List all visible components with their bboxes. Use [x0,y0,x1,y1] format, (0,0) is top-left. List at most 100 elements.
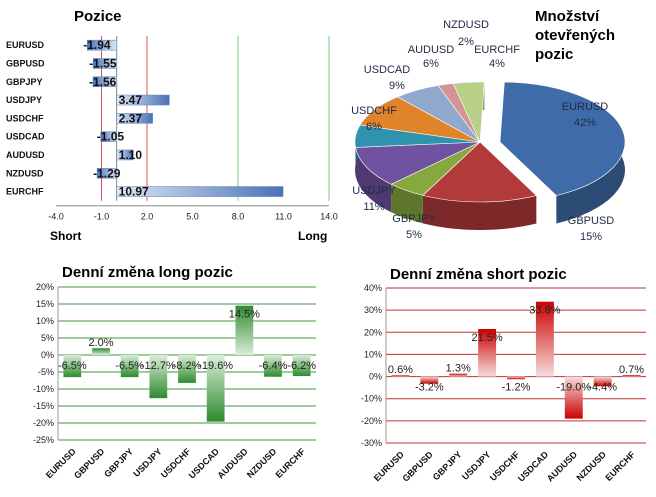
x-tick-label: 11.0 [275,212,292,222]
bar-value-label: 33.8% [529,305,560,317]
bar-gbpjpy [120,355,139,378]
x-tick-label: 5.0 [186,212,199,222]
pie-label-name: USDCAD [364,64,411,76]
bar-gbpusd [92,58,117,69]
category-label: GBPUSD [6,58,45,68]
y-tick-label: 10% [36,316,54,326]
bar-usdcad [535,301,554,377]
pie-label-percent: 9% [389,80,405,92]
bar-usdjpy [116,94,170,106]
y-tick-label: 0% [41,350,54,360]
category-label: NZDUSD [6,168,44,178]
y-tick-label: 40% [364,283,382,293]
y-tick-label: -30% [361,438,382,448]
short-change-title: Denní změna short pozic [390,266,567,283]
x-tick-label: 14.0 [320,212,338,222]
bar-value-label: 2.0% [88,337,113,349]
y-tick-label: 10% [364,349,382,359]
bar-value-label: -4.4% [588,382,617,394]
category-label: AUDUSD [6,150,45,160]
pie-label-name: GBPUSD [568,215,615,227]
pie-label-name: EURCHF [474,44,520,56]
pie-side-gbpusd [422,195,537,230]
x-tick-label: -4.0 [48,212,64,222]
category-label: EURUSD [6,40,45,50]
bar-eurusd [63,355,82,378]
category-label: GBPUSD [400,449,435,484]
bar-value-label: -19.0% [556,382,591,394]
bar-value-label: -1.94 [83,38,111,52]
bar-nzdusd [264,355,282,377]
x-tick-label: -1.0 [94,212,110,222]
category-label: NZDUSD [574,449,608,483]
pie-title-line-2: otevřených [535,27,615,44]
y-tick-label: 20% [364,327,382,337]
bar-value-label: 1.3% [446,363,471,375]
bar-value-label: -8.2% [173,360,202,372]
bar-value-label: -6.4% [259,360,288,372]
open-positions-pie: Množství otevřených pozic EURUSD 42% GBPUS… [351,8,626,243]
category-label: USDCHF [6,113,44,123]
category-label: GBPJPY [102,446,135,479]
bar-nzdusd [593,376,612,387]
pie-label-name: NZDUSD [443,19,489,31]
category-label: USDJPY [6,95,42,105]
pie-slice-eurchf [452,81,485,143]
bar-usdjpy [478,328,497,377]
bar-gbpusd [420,376,439,384]
bar-eurchf [116,186,284,197]
pie-label-percent: 5% [406,229,422,241]
bar-gbpjpy [449,373,468,377]
bar-value-label: 0.7% [619,364,644,376]
bar-usdchf [507,376,525,380]
category-label: EURCHF [6,187,44,197]
bar-usdcad [100,131,117,142]
y-tick-label: -15% [33,401,54,411]
pie-label-name: EURUSD [562,101,609,113]
bar-value-label: -6.5% [115,360,144,372]
short-change-chart: Denní změna short pozic 40% 30% 20% 10% 0% -1… [361,266,646,484]
bar-gbpjpy [92,76,117,87]
y-tick-label: 0% [369,372,382,382]
bar-value-label: 10.97 [119,185,149,199]
category-label: USDCAD [6,132,45,142]
bar-value-label: -6.5% [58,360,87,372]
pie-label-percent: 11% [363,201,384,213]
bar-usdcad [206,355,225,422]
bar-usdjpy [149,355,168,399]
bar-value-label: -19.6% [198,360,233,372]
y-tick-label: -5% [38,367,54,377]
pie-title-line-1: Množství [535,8,600,25]
bar-eurchf [292,355,311,377]
y-tick-label: 30% [364,305,382,315]
positions-title: Pozice [74,8,122,25]
bar-value-label: 14.5% [229,309,260,321]
bar-value-label: 21.5% [472,332,503,344]
x-tick-label: 8.0 [232,212,245,222]
bar-eurchf [622,375,641,377]
bar-usdchf [116,113,153,124]
bar-value-label: -6.2% [287,360,316,372]
category-label: GBPJPY [431,449,464,482]
bar-value-label: -1.29 [93,166,121,180]
pie-label-name: USDJPY [352,185,396,197]
y-tick-label: -10% [33,384,54,394]
y-tick-label: 20% [36,282,54,292]
pie-slice-usdjpy [355,141,481,185]
pie-side-usdjpy [355,147,392,213]
positions-chart: Pozice Short Long -4.0 -1.0 2.0 5.0 8.0 11.0 1… [6,8,338,243]
bar-value-label: -12.7% [141,360,176,372]
bar-audusd [235,305,254,355]
x-tick-label: 2.0 [141,212,154,222]
pie-label-percent: 4% [489,58,505,70]
long-change-title: Denní změna long pozic [62,264,233,281]
pie-label-percent: 42% [574,117,596,129]
bar-nzdusd [96,168,117,179]
bar-value-label: 1.10 [119,148,143,162]
pie-label-percent: 6% [423,58,439,70]
pie-label-name: AUDUSD [408,44,455,56]
y-tick-label: -10% [361,394,382,404]
pie-label-percent: 6% [366,121,382,133]
category-label: AUDUSD [215,446,250,481]
